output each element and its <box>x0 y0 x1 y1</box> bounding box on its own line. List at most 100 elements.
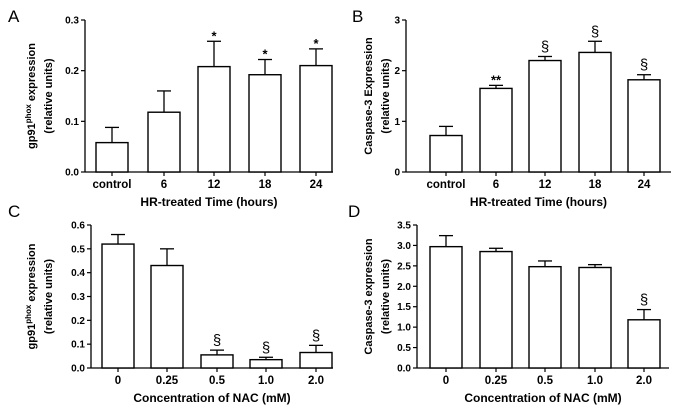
x-tick-label: 0.5 <box>209 375 226 387</box>
y-tick-label: 0.4 <box>71 268 85 279</box>
bar <box>528 59 562 173</box>
y-tick-label: 3.0 <box>397 241 411 252</box>
y-axis-title-superscript: phox <box>24 104 33 124</box>
x-axis-title: Concentration of NAC (mM) <box>464 391 621 405</box>
x-tick-label: 24 <box>310 179 323 191</box>
x-tick-label: 18 <box>589 179 602 191</box>
bar <box>147 111 181 173</box>
y-axis-title-main: gp91 <box>26 123 38 149</box>
y-axis-title-suffix: expression <box>26 243 38 304</box>
y-tick-label: 0.3 <box>71 292 85 303</box>
bar <box>429 134 463 173</box>
significance-label: § <box>640 292 648 309</box>
x-tick-label: 18 <box>259 179 272 191</box>
y-axis-title: Caspase-3 expression <box>363 238 375 354</box>
x-tick-label: 0 <box>443 375 449 387</box>
significance-label: * <box>262 47 268 62</box>
y-axis-title-units: (relative units) <box>380 259 392 335</box>
significance-label: * <box>313 36 319 51</box>
significance-label: § <box>591 23 599 40</box>
x-tick-label: 6 <box>493 179 499 191</box>
y-axis-title-units: (relative units) <box>43 259 55 335</box>
bar <box>627 319 661 369</box>
y-tick-label: 0.0 <box>65 168 79 179</box>
x-tick-label: 1.0 <box>587 375 603 387</box>
y-axis-title: gp91phox expression <box>24 243 38 349</box>
bar <box>95 141 129 173</box>
y-axis-title-units: (relative units) <box>43 58 55 134</box>
panel-letter: C <box>8 202 20 221</box>
significance-label: ** <box>491 72 502 87</box>
panel-d: D 0.0 0.5 1.0 1.5 2.0 2.5 3.0 3.5 0 0.25 0.5 1.0 2.0 §… <box>348 202 669 405</box>
bar <box>249 358 283 369</box>
x-tick-label: 0 <box>115 375 121 387</box>
y-tick-label: 0.0 <box>71 364 85 375</box>
panel-a: A 0.0 0.1 0.2 0.3 control 6 12 * 18 * 24 * HR-treated… <box>8 7 333 209</box>
panel-letter: D <box>348 202 360 221</box>
x-tick-label: 1.0 <box>258 375 274 387</box>
x-tick-label: 6 <box>161 179 167 191</box>
bar <box>150 264 184 369</box>
y-tick-label: 2 <box>394 66 400 77</box>
x-tick-label: 12 <box>208 179 221 191</box>
x-tick-label: 0.5 <box>537 375 554 387</box>
y-axis-title: Caspase-3 Expression <box>363 37 375 155</box>
significance-label: § <box>312 327 320 344</box>
y-tick-label: 0.5 <box>71 244 85 255</box>
y-axis-title-superscript: phox <box>24 304 33 324</box>
panel-letter: B <box>352 7 363 26</box>
panel-letter: A <box>8 7 20 26</box>
y-tick-label: 0 <box>394 168 400 179</box>
bar <box>479 250 513 369</box>
x-tick-label: 0.25 <box>485 375 508 387</box>
y-tick-label: 0.2 <box>65 66 79 77</box>
bar <box>528 265 562 369</box>
significance-label: § <box>213 332 221 349</box>
y-axis-title-suffix: expression <box>26 43 38 104</box>
x-axis-title: Concentration of NAC (mM) <box>133 391 290 405</box>
y-axis-title-main: gp91 <box>26 324 38 350</box>
significance-label: § <box>640 57 648 74</box>
y-tick-label: 0.5 <box>397 343 411 354</box>
y-tick-label: 0.6 <box>71 221 85 232</box>
bar <box>248 74 282 173</box>
y-tick-label: 0.0 <box>397 364 411 375</box>
y-tick-label: 0.1 <box>71 340 85 351</box>
bar <box>200 354 234 369</box>
x-axis-title: HR-treated Time (hours) <box>140 195 277 209</box>
y-tick-label: 0.3 <box>65 16 79 27</box>
y-tick-label: 1 <box>394 117 400 128</box>
y-tick-label: 1.5 <box>397 302 411 313</box>
x-tick-label: 24 <box>638 179 651 191</box>
bar <box>299 351 333 369</box>
x-axis-title: HR-treated Time (hours) <box>470 195 607 209</box>
x-tick-label: control <box>427 179 466 191</box>
y-tick-label: 0.2 <box>71 316 85 327</box>
bar <box>578 266 612 369</box>
significance-label: § <box>541 38 549 55</box>
bar <box>578 51 612 173</box>
y-tick-label: 0.1 <box>65 117 79 128</box>
bar <box>479 87 513 173</box>
y-tick-label: 1.0 <box>397 323 411 334</box>
x-tick-label: 2.0 <box>308 375 324 387</box>
bar <box>101 243 135 369</box>
panel-c: C 0.0 0.1 0.2 0.3 0.4 0.5 0.6 0 0.25 0.5 § 1.0 § 2.0 § C… <box>8 202 333 405</box>
y-axis-title: gp91phox expression <box>24 43 38 149</box>
x-tick-label: 2.0 <box>636 375 652 387</box>
bar <box>299 64 333 173</box>
y-tick-label: 3 <box>394 16 400 27</box>
bar <box>197 65 231 173</box>
y-axis-title-main: Caspase-3 expression <box>363 238 375 354</box>
bar <box>627 79 661 173</box>
y-axis-title-units: (relative units) <box>380 58 392 134</box>
y-tick-label: 3.5 <box>397 221 411 232</box>
y-tick-label: 2.0 <box>397 282 411 293</box>
y-axis-title-main: Caspase-3 Expression <box>363 37 375 155</box>
bar <box>429 245 463 369</box>
significance-label: § <box>262 339 270 356</box>
y-tick-label: 2.5 <box>397 261 411 272</box>
x-tick-label: control <box>93 179 132 191</box>
